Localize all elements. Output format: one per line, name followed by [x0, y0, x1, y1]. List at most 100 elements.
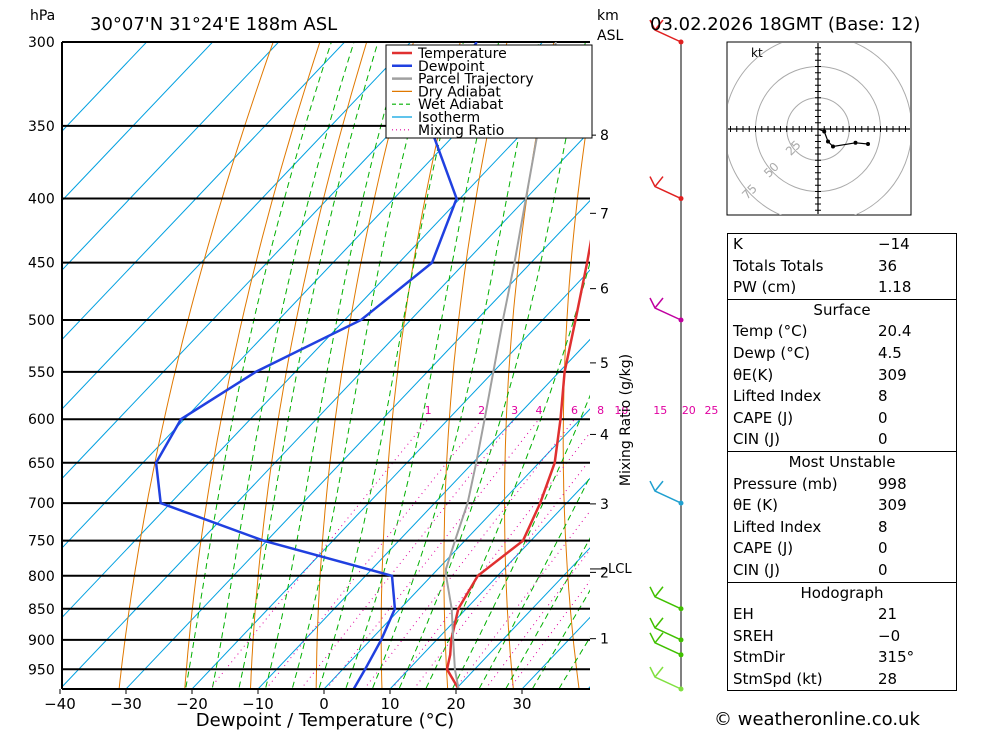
wind-barb — [649, 297, 682, 321]
surface-title: Surface — [813, 300, 871, 319]
wet-adiabat-line — [291, 42, 433, 689]
legend-entry: Wet Adiabat — [418, 97, 504, 113]
isotherm-line — [62, 42, 412, 410]
pressure-tick-label: 700 — [28, 496, 55, 512]
totals-totals-row: Totals Totals 36 — [733, 256, 898, 275]
pressure-tick-label: 450 — [28, 256, 55, 272]
x-tick-label: −40 — [44, 695, 76, 713]
hodograph-point — [831, 144, 835, 149]
km-tick-label: 1 — [600, 632, 609, 648]
mu-theta-row: θE (K) 309 — [733, 496, 907, 515]
wind-barb — [649, 480, 682, 504]
km-tick-label: 7 — [600, 206, 609, 222]
legend-entry: Isotherm — [418, 110, 480, 126]
pressure-tick-label: 800 — [28, 569, 55, 585]
hodograph-point — [826, 139, 830, 144]
isotherm-line — [389, 477, 590, 689]
pressure-tick-label: 900 — [28, 633, 55, 649]
legend-entry: Temperature — [417, 46, 507, 62]
pressure-tick-label: 500 — [28, 313, 55, 329]
mixing-ratio-axis-label: Mixing Ratio (g/kg) — [618, 354, 634, 486]
wind-barb — [649, 617, 682, 641]
mixing-ratio-line — [391, 432, 590, 689]
wind-barb-flag — [654, 19, 664, 31]
wind-barb-flag — [654, 480, 664, 492]
isotherm-line — [62, 42, 280, 271]
wind-barb-flag — [654, 297, 664, 309]
legend-entry: Dewpoint — [418, 59, 485, 75]
hodograph-unit-label: kt — [751, 46, 763, 60]
eh-row: EH 21 — [733, 605, 898, 624]
series-dewpoint — [154, 42, 478, 689]
legend-entry: Parcel Trajectory — [418, 72, 534, 88]
km-tick-label: 4 — [600, 427, 609, 443]
legend-box — [385, 44, 593, 139]
isotherm-line — [62, 130, 590, 688]
wind-barb — [649, 632, 682, 656]
x-tick-label: 20 — [446, 695, 465, 713]
wind-barb-flag — [654, 666, 664, 678]
dry-adiabat-line — [118, 42, 274, 689]
wet-adiabat-line — [185, 42, 332, 689]
km-label: km — [597, 8, 619, 24]
lcl-label: LCL — [608, 562, 632, 577]
mu-cape-row: CAPE (J) 0 — [733, 539, 888, 558]
isotherm-line — [62, 42, 214, 202]
wind-barb-flag — [654, 617, 664, 629]
surface-cape-row: CAPE (J) 0 — [733, 408, 888, 427]
km-tick-label: 6 — [600, 282, 609, 298]
mixing-ratio-label: 10 — [614, 404, 628, 417]
mixing-ratio-line — [413, 458, 590, 689]
surface-lifted-index-row: Lifted Index 8 — [733, 387, 888, 406]
isotherm-line — [62, 42, 346, 341]
pressure-tick-label: 950 — [28, 662, 55, 678]
wind-barb-flag — [654, 586, 664, 598]
km-tick-label: 8 — [600, 128, 609, 144]
axes: −40 −30 −20 −10 0 10 20 30 1 2 3 4 5 6 7 8 LCL 1 2 3 4 6 8 10 15… — [44, 42, 718, 713]
mixing-ratio-line — [326, 418, 540, 689]
x-tick-label: 30 — [512, 695, 531, 713]
stmdir-row: StmDir 315° — [733, 648, 915, 667]
most-unstable-title: Most Unstable — [788, 452, 896, 471]
pressure-tick-label: 650 — [28, 456, 55, 472]
wet-adiabat-line — [371, 42, 540, 689]
isotherm-line — [125, 199, 590, 689]
wet-adiabat-line — [425, 260, 590, 689]
isotherm-line — [257, 338, 590, 689]
pressure-tick-label: 750 — [28, 534, 55, 550]
wind-barb — [649, 666, 682, 690]
sreh-row: SREH −0 — [733, 626, 901, 645]
pressure-tick-label: 550 — [28, 365, 55, 381]
asl-label: ASL — [597, 28, 623, 44]
mixing-ratio-label: 1 — [425, 404, 432, 417]
pressure-tick-label: 300 — [28, 35, 55, 51]
x-tick-label: −30 — [110, 695, 142, 713]
wind-barbs — [649, 19, 684, 692]
pressure-tick-label: 600 — [28, 412, 55, 428]
surface-theta-row: θE(K) 309 — [733, 365, 907, 384]
x-tick-label: 10 — [380, 695, 399, 713]
k-index-row: K −14 — [733, 235, 910, 253]
mixing-ratio-label: 15 — [653, 404, 667, 417]
mixing-ratio-label: 2 — [478, 404, 485, 417]
legend-entry: Dry Adiabat — [418, 84, 501, 100]
dry-adiabat-line — [975, 5, 1000, 698]
mu-cin-row: CIN (J) 0 — [733, 560, 888, 579]
mu-pressure-row: Pressure (mb) 998 — [733, 474, 907, 493]
series-temperature — [445, 239, 590, 689]
surface-temp-row: Temp (°C) 20.4 — [733, 322, 912, 341]
hodograph-point — [822, 129, 827, 134]
indices-table: K −14 Totals Totals 36 PW (cm) 1.18 Surface… — [727, 233, 957, 692]
wind-barb — [649, 586, 682, 610]
hodograph-point — [866, 142, 870, 146]
wet-adiabat-line — [211, 42, 355, 689]
x-tick-label: −20 — [176, 695, 208, 713]
km-tick-label: 3 — [600, 497, 609, 513]
mixing-ratio-line — [363, 418, 575, 689]
pressure-tick-label: 350 — [28, 119, 55, 135]
km-tick-label: 2 — [600, 565, 609, 581]
wind-barb — [649, 176, 682, 200]
